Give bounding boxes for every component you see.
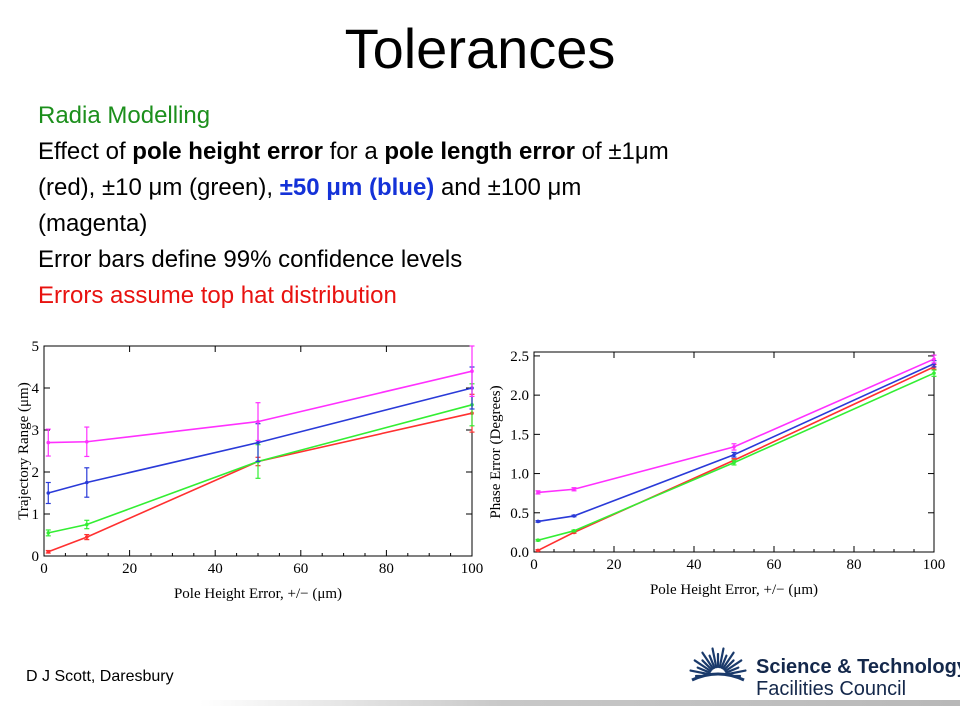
slide-subtitle: Radia Modelling [38,102,211,129]
logo-ray [725,666,740,674]
x-axis-label: Pole Height Error, +/− (μm) [174,586,342,602]
y-tick-label: 2 [32,465,40,481]
series-line [537,363,935,523]
x-tick-label: 80 [847,557,862,573]
text-fragment: of ±1μm [575,138,669,165]
data-point [932,357,936,361]
phase-error-chart: 0 20 40 60 80 100 0.0 0.5 1.0 1.5 2.0 2.5 Pole Heigh… [488,349,946,598]
y-tick-label: 0.5 [510,506,529,522]
x-tick-label: 80 [379,561,394,577]
y-tick-label: 1 [32,507,40,523]
data-point [536,538,540,543]
text-fragment: for a [322,138,385,165]
logo-ray [711,647,718,669]
series-line [537,358,935,494]
y-axis-label: Phase Error (Degrees) [488,385,504,518]
data-point [46,550,51,554]
text-fragment: Effect of [38,138,133,165]
stfc-logo: Science & Technology Facilities Council [686,636,960,700]
data-point [470,369,474,373]
y-tick-label: 4 [32,381,40,397]
logo-ray [696,666,711,674]
logo-ray [718,647,725,669]
y-tick-label: 1.0 [510,467,529,483]
sunburst-logo-icon [689,647,747,700]
emphasis-pole-height-error: pole height error [132,138,323,165]
data-point [572,514,576,518]
data-point [85,535,89,539]
y-tick-label: 5 [32,339,40,355]
description-line-1: Effect of pole height error for a pole l… [38,134,918,170]
series-line [48,387,473,494]
data-point [536,519,540,524]
y-tick-label: 0 [32,549,40,565]
footer-rule [200,700,960,706]
x-tick-label: 40 [687,557,702,573]
slide-body: Radia Modelling Effect of pole height er… [38,98,918,314]
data-point [572,529,576,533]
data-point [572,487,576,492]
data-point [732,445,736,449]
x-tick-label: 20 [122,561,137,577]
logo-ray [723,659,735,671]
x-tick-label: 60 [767,557,782,573]
y-axis-label: Trajectory Range (μm) [16,382,32,519]
data-point [932,371,936,375]
series-line [47,412,473,553]
series-line [537,372,935,542]
logo-text-line-1: Science & Technology [756,656,960,678]
logo-ray [724,659,743,673]
x-tick-label: 100 [923,557,946,573]
footer-author: D J Scott, Daresbury [26,668,174,685]
x-tick-label: 40 [208,561,223,577]
logo-ray [693,659,712,673]
trajectory-range-chart: 0 20 40 60 80 100 0 1 2 3 4 5 Pole Height Error, +/−… [16,339,484,602]
logo-ray [689,669,711,676]
data-point [46,440,51,445]
data-point [536,548,540,553]
data-point [85,522,89,527]
logo-ray [721,651,735,670]
x-tick-label: 60 [293,561,308,577]
y-tick-label: 3 [32,423,40,439]
slide-title: Tolerances [344,17,616,80]
data-point [732,452,736,457]
logo-ray [701,651,715,670]
data-point [256,419,260,424]
data-point [536,490,540,495]
logo-ray [701,659,713,671]
x-tick-label: 0 [530,557,538,573]
text-fragment: and ±100 μm [434,174,582,201]
series-line [48,370,473,444]
data-point [46,491,51,495]
description-line-2: (red), ±10 μm (green), ±50 μm (blue) and… [38,170,918,206]
description-line-3: (magenta) [38,210,148,237]
logo-ray [708,654,716,669]
y-tick-label: 0.0 [510,545,529,561]
logo-text-line-2: Facilities Council [756,678,907,700]
data-point [732,460,736,465]
data-point [46,531,51,535]
x-tick-label: 20 [607,557,622,573]
data-point [85,439,89,444]
logo-ray [720,654,728,669]
emphasis-blue: ±50 μm (blue) [279,174,435,201]
y-tick-label: 2.0 [510,388,529,404]
x-tick-label: 100 [461,561,484,577]
description-line-4: Error bars define 99% confidence levels [38,246,463,273]
series-line [48,404,473,534]
data-point [85,480,89,485]
x-axis-label: Pole Height Error, +/− (μm) [650,582,818,598]
x-tick-label: 0 [40,561,48,577]
y-tick-label: 1.5 [510,427,529,443]
logo-ray [725,669,747,676]
data-point [256,440,260,445]
text-fragment: (red), ±10 μm (green), [38,174,280,201]
emphasis-pole-length-error: pole length error [384,138,576,165]
y-tick-label: 2.5 [510,349,529,365]
description-line-5: Errors assume top hat distribution [38,282,397,309]
